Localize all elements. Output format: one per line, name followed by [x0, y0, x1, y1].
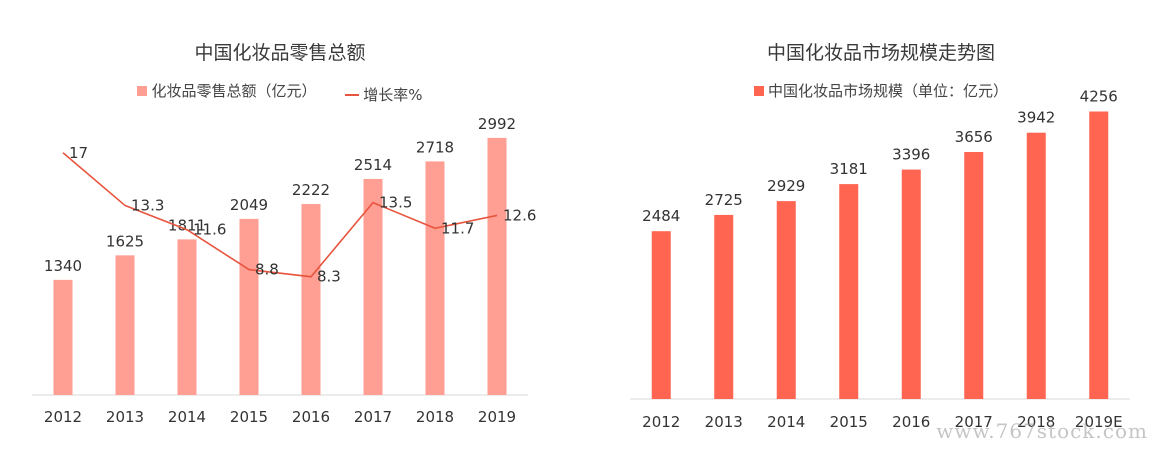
- right-chart-plot: 2484 2012 2725 2013 2929 2014 3181 2015 3396 2016…: [630, 87, 1130, 431]
- bar-label-retail-2019: 2992: [478, 115, 516, 133]
- bar-retail-2018: [425, 161, 445, 395]
- bar-label-market-2019E: 4256: [1080, 87, 1118, 105]
- bar-label-retail-2014: 1811: [168, 216, 206, 234]
- x-tick-label-2012: 2012: [642, 413, 680, 431]
- legend-label-growth-rate: 增长率%: [363, 86, 423, 104]
- bar-label-market-2014: 2929: [767, 177, 805, 195]
- line-label-growth-2017: 13.5: [379, 194, 412, 212]
- bar-label-market-2013: 2725: [705, 191, 743, 209]
- line-label-growth-2018: 11.7: [441, 219, 474, 237]
- bar-retail-2019: [487, 137, 507, 395]
- bar-retail-2016: [301, 204, 321, 395]
- bar-retail-2012: [53, 279, 73, 395]
- x-tick-label-2019: 2019: [478, 408, 516, 426]
- bar-market-2014: [776, 201, 796, 399]
- bar-label-retail-2016: 2222: [292, 181, 330, 199]
- line-label-growth-2019: 12.6: [503, 206, 536, 224]
- x-tick-label-2014: 2014: [168, 408, 206, 426]
- legend-label-retail-sales: 化妆品零售总额（亿元）: [151, 82, 317, 100]
- bar-market-2016: [901, 169, 921, 399]
- legend-label-market-size: 中国化妆品市场规模（单位：亿元）: [767, 82, 1008, 100]
- bar-retail-2015: [239, 218, 259, 395]
- x-tick-label-2016: 2016: [892, 413, 930, 431]
- x-tick-label-2012: 2012: [44, 408, 82, 426]
- left-chart-legend: 化妆品零售总额（亿元） 增长率%: [0, 80, 560, 105]
- left-chart-title: 中国化妆品零售总额: [194, 42, 366, 64]
- legend-swatch-line: [345, 93, 360, 96]
- line-label-growth-2014: 11.6: [193, 221, 226, 239]
- line-label-growth-2012: 17: [69, 144, 88, 162]
- left-chart-panel: 中国化妆品零售总额 化妆品零售总额（亿元） 增长率% 1340 2012 1625 2…: [0, 0, 560, 449]
- legend-item-growth-rate: 增长率%: [345, 84, 423, 105]
- x-tick-label-2017: 2017: [354, 408, 392, 426]
- x-tick-label-2018: 2018: [416, 408, 454, 426]
- legend-swatch-bar: [753, 85, 764, 96]
- x-tick-label-2013: 2013: [106, 408, 144, 426]
- right-chart-legend: 中国化妆品市场规模（单位：亿元）: [600, 80, 1162, 101]
- bar-label-retail-2018: 2718: [416, 138, 454, 156]
- bar-label-retail-2015: 2049: [230, 196, 268, 214]
- x-tick-label-2018: 2018: [1017, 413, 1055, 431]
- bar-label-retail-2012: 1340: [44, 257, 82, 275]
- bar-retail-2013: [115, 255, 135, 395]
- x-tick-label-2015: 2015: [830, 413, 868, 431]
- bar-label-market-2012: 2484: [642, 207, 680, 225]
- bar-market-2018: [1026, 132, 1046, 400]
- bar-label-retail-2017: 2514: [354, 156, 392, 174]
- line-label-growth-2015: 8.8: [255, 261, 279, 279]
- legend-swatch-bar: [137, 85, 148, 96]
- bar-label-market-2015: 3181: [830, 160, 868, 178]
- line-label-growth-2013: 13.3: [131, 196, 164, 214]
- x-tick-label-2016: 2016: [292, 408, 330, 426]
- line-label-growth-2016: 8.3: [317, 268, 341, 286]
- growth-rate-line: [62, 152, 498, 278]
- bar-market-2012: [651, 231, 671, 399]
- bar-retail-2014: [177, 239, 197, 395]
- x-tick-label-2017: 2017: [955, 413, 993, 431]
- legend-item-retail-sales: 化妆品零售总额（亿元）: [137, 80, 316, 101]
- bar-market-2015: [839, 184, 859, 399]
- bar-market-2019E: [1089, 111, 1109, 400]
- x-tick-label-2015: 2015: [230, 408, 268, 426]
- bar-market-2017: [964, 152, 984, 399]
- bar-label-market-2016: 3396: [892, 146, 930, 164]
- bar-retail-2017: [363, 178, 383, 395]
- right-chart-panel: 中国化妆品市场规模走势图 中国化妆品市场规模（单位：亿元） 2484 2012 27…: [600, 0, 1162, 449]
- bar-label-market-2018: 3942: [1017, 109, 1055, 127]
- bar-label-market-2017: 3656: [955, 128, 993, 146]
- left-chart-plot: 1340 2012 1625 2013 1811 2014 2049 2015 2222 2016…: [32, 115, 536, 426]
- legend-item-market-size: 中国化妆品市场规模（单位：亿元）: [753, 80, 1008, 101]
- bar-market-2013: [714, 214, 734, 399]
- x-tick-label-2019E: 2019E: [1075, 413, 1123, 431]
- x-tick-label-2013: 2013: [705, 413, 743, 431]
- right-chart-title: 中国化妆品市场规模走势图: [766, 42, 995, 64]
- bar-label-retail-2013: 1625: [106, 232, 144, 250]
- site-watermark: www.767stock.com: [936, 419, 1148, 443]
- x-tick-label-2014: 2014: [767, 413, 805, 431]
